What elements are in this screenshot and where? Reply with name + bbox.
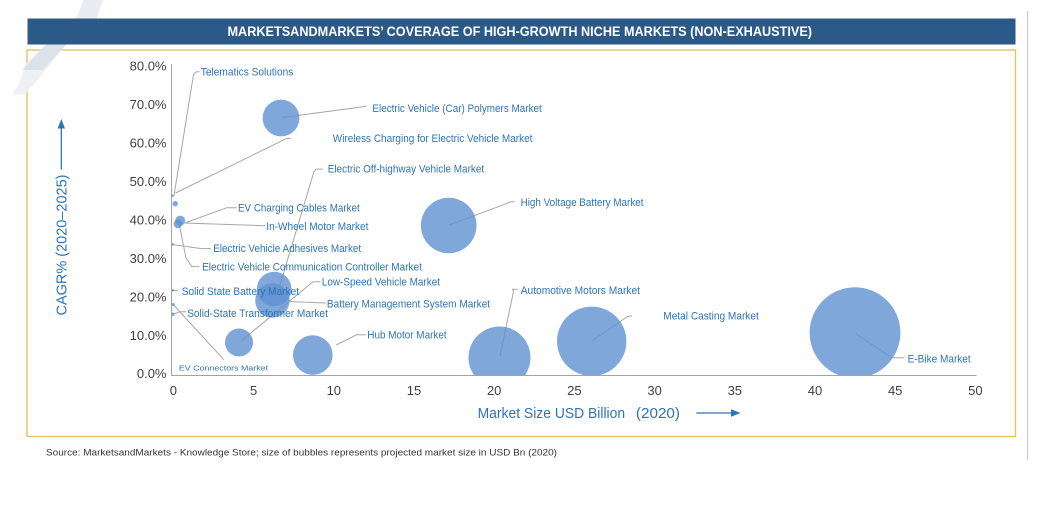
- svg-text:Source: MarketsandMarkets - Kn: Source: MarketsandMarkets - Knowledge St…: [46, 448, 557, 459]
- svg-text:Metal Casting Market: Metal Casting Market: [663, 311, 759, 323]
- svg-text:Electric Vehicle Communication: Electric Vehicle Communication Controlle…: [202, 262, 422, 274]
- svg-text:30.0%: 30.0%: [130, 251, 167, 266]
- svg-text:25: 25: [567, 383, 581, 398]
- svg-text:35: 35: [728, 383, 742, 398]
- svg-text:50: 50: [968, 383, 982, 398]
- svg-text:Electric Vehicle Adhesives Mar: Electric Vehicle Adhesives Market: [213, 243, 361, 255]
- svg-text:40: 40: [808, 383, 822, 398]
- svg-text:20.0%: 20.0%: [130, 289, 167, 304]
- svg-text:Hub Motor Market: Hub Motor Market: [367, 330, 446, 342]
- svg-text:High Voltage Battery Market: High Voltage Battery Market: [521, 197, 644, 209]
- svg-text:E-Bike Market: E-Bike Market: [908, 354, 971, 366]
- svg-text:70.0%: 70.0%: [130, 97, 167, 112]
- svg-text:MARKETSANDMARKETS’ COVERAGE OF: MARKETSANDMARKETS’ COVERAGE OF HIGH-GROW…: [228, 24, 813, 39]
- svg-text:EV Charging Cables Market: EV Charging Cables Market: [238, 203, 360, 215]
- svg-text:15: 15: [407, 383, 421, 398]
- svg-text:5: 5: [250, 383, 257, 398]
- svg-text:Market Size USD Billion: Market Size USD Billion: [478, 405, 625, 422]
- svg-text:0.0%: 0.0%: [137, 366, 167, 381]
- svg-text:10: 10: [327, 383, 341, 398]
- svg-text:Low-Speed Vehicle Market: Low-Speed Vehicle Market: [322, 277, 440, 289]
- svg-text:20: 20: [487, 383, 501, 398]
- svg-text:In-Wheel Motor Market: In-Wheel Motor Market: [266, 221, 368, 233]
- svg-text:Electric Vehicle (Car) Polymer: Electric Vehicle (Car) Polymers Market: [372, 103, 541, 115]
- svg-text:50.0%: 50.0%: [130, 174, 167, 189]
- svg-text:60.0%: 60.0%: [130, 135, 167, 150]
- svg-text:Electric Off-highway Vehicle M: Electric Off-highway Vehicle Market: [328, 163, 485, 175]
- svg-text:0: 0: [170, 383, 177, 398]
- svg-text:Wireless Charging for Electric: Wireless Charging for Electric Vehicle M…: [333, 133, 533, 145]
- svg-text:(2020): (2020): [636, 405, 680, 422]
- svg-text:Solid State Battery Market: Solid State Battery Market: [182, 286, 299, 298]
- svg-text:EV Connectors Market: EV Connectors Market: [179, 364, 269, 373]
- svg-text:45: 45: [888, 383, 902, 398]
- svg-text:10.0%: 10.0%: [130, 328, 167, 343]
- svg-text:30: 30: [647, 383, 661, 398]
- svg-text:Automotive Motors Market: Automotive Motors Market: [521, 285, 640, 297]
- svg-text:80.0%: 80.0%: [130, 58, 167, 73]
- svg-text:Telematics Solutions: Telematics Solutions: [201, 67, 294, 79]
- svg-text:CAGR% (2020–2025): CAGR% (2020–2025): [54, 175, 71, 316]
- svg-text:Battery Management System Mark: Battery Management System Market: [327, 298, 490, 310]
- svg-text:40.0%: 40.0%: [130, 212, 167, 227]
- svg-text:Solid-State Transformer Market: Solid-State Transformer Market: [187, 308, 328, 320]
